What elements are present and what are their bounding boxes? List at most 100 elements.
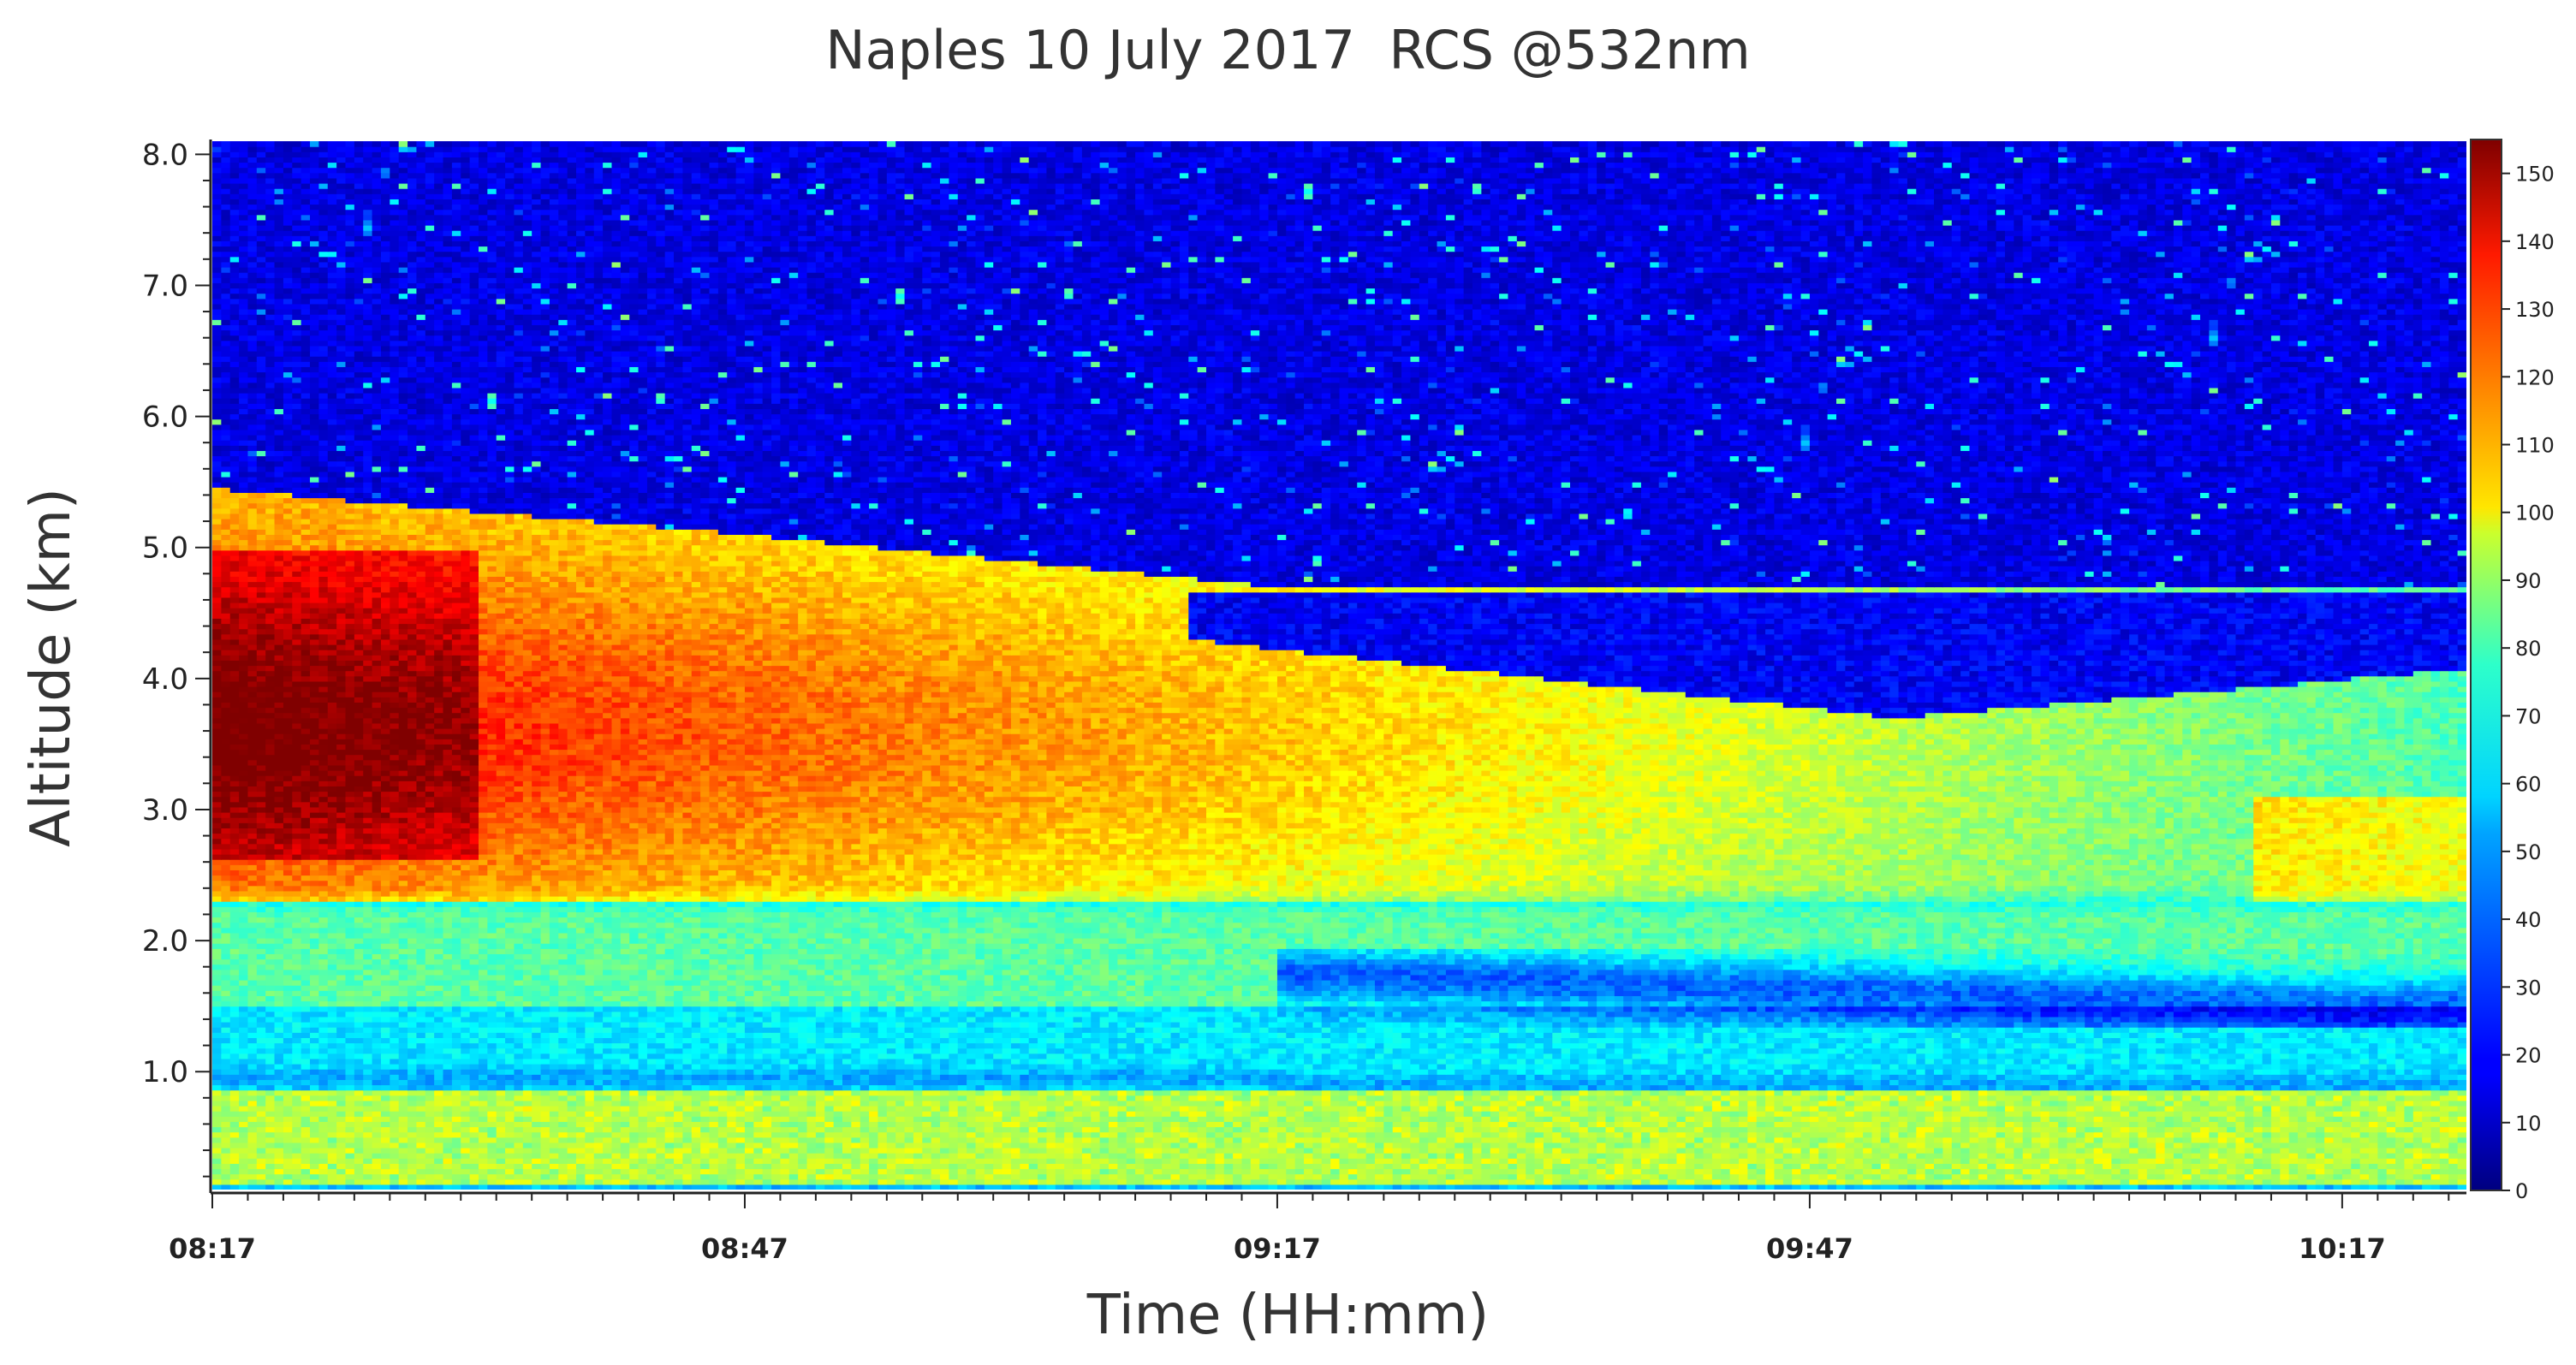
heatmap-cell	[1508, 1095, 1518, 1101]
heatmap-cell	[1428, 1163, 1438, 1170]
heatmap-cell	[1268, 1142, 1278, 1148]
heatmap-cell	[1694, 1121, 1704, 1128]
heatmap-cell	[2217, 1116, 2228, 1122]
heatmap-cell	[1800, 1178, 1811, 1185]
heatmap-cell	[540, 1131, 550, 1138]
heatmap-cell	[522, 1142, 532, 1148]
heatmap-cell	[1845, 1126, 1855, 1133]
heatmap-cell	[1419, 1168, 1429, 1175]
heatmap-cell	[1091, 1137, 1101, 1143]
heatmap-cell	[451, 1089, 461, 1096]
heatmap-cell	[895, 1148, 906, 1154]
heatmap-cell	[239, 1084, 249, 1091]
heatmap-cell	[762, 1089, 772, 1096]
heatmap-cell	[2022, 1142, 2032, 1148]
heatmap-cell	[2164, 1106, 2174, 1112]
heatmap-cell	[2253, 1173, 2264, 1180]
heatmap-cell	[2430, 1184, 2441, 1190]
heatmap-cell	[576, 1184, 586, 1190]
heatmap-cell	[1401, 1158, 1412, 1164]
heatmap-cell	[567, 1168, 577, 1175]
heatmap-cell	[1028, 1106, 1038, 1112]
heatmap-cell	[1445, 1173, 1455, 1180]
heatmap-cell	[345, 1111, 355, 1117]
heatmap-cell	[1374, 1168, 1384, 1175]
heatmap-cell	[2306, 1095, 2317, 1101]
heatmap-cell	[744, 1089, 754, 1096]
heatmap-cell	[212, 1137, 222, 1143]
heatmap-cell	[1020, 1126, 1030, 1133]
heatmap-cell	[620, 1106, 630, 1112]
heatmap-cell	[1552, 1137, 1562, 1143]
heatmap-cell	[727, 1121, 737, 1128]
heatmap-cell	[1028, 1084, 1038, 1091]
heatmap-cell	[1978, 1168, 1988, 1175]
heatmap-cell	[2280, 1111, 2290, 1117]
heatmap-cell	[2377, 1184, 2388, 1190]
heatmap-cell	[1863, 1142, 1873, 1148]
heatmap-cell	[265, 1111, 276, 1117]
heatmap-cell	[2156, 1131, 2166, 1138]
heatmap-cell	[567, 1137, 577, 1143]
heatmap-cell	[1792, 1121, 1802, 1128]
heatmap-cell	[416, 1131, 426, 1138]
heatmap-cell	[788, 1084, 799, 1091]
heatmap-cell	[345, 1178, 355, 1185]
heatmap-cell	[1632, 1173, 1642, 1180]
heatmap-cell	[886, 1126, 896, 1133]
heatmap-cell	[1028, 1089, 1038, 1096]
heatmap-cell	[1996, 1142, 2006, 1148]
heatmap-cell	[1711, 1121, 1722, 1128]
heatmap-cell	[1792, 1142, 1802, 1148]
heatmap-cell	[620, 1126, 630, 1133]
heatmap-cell	[629, 1168, 640, 1175]
heatmap-cell	[496, 1111, 506, 1117]
heatmap-cell	[2032, 1137, 2042, 1143]
heatmap-cell	[1534, 1173, 1544, 1180]
heatmap-cell	[984, 1184, 994, 1190]
heatmap-cell	[1179, 1137, 1189, 1143]
heatmap-cell	[2377, 1142, 2388, 1148]
heatmap-cell	[256, 1121, 266, 1128]
heatmap-cell	[993, 1163, 1003, 1170]
heatmap-cell	[709, 1111, 719, 1117]
heatmap-cell	[1108, 1184, 1118, 1190]
heatmap-cell	[1516, 1106, 1526, 1112]
heatmap-cell	[878, 1137, 888, 1143]
heatmap-cell	[1002, 1173, 1012, 1180]
heatmap-cell	[1233, 1184, 1243, 1190]
heatmap-cell	[762, 1178, 772, 1185]
heatmap-cell	[496, 1142, 506, 1148]
heatmap-cell	[1614, 1178, 1624, 1185]
heatmap-cell	[2217, 1168, 2228, 1175]
heatmap-cell	[540, 1142, 550, 1148]
heatmap-cell	[1410, 1095, 1420, 1101]
heatmap-cell	[2253, 1148, 2264, 1154]
heatmap-cell	[1179, 1095, 1189, 1101]
heatmap-cell	[1144, 1106, 1154, 1112]
heatmap-cell	[842, 1126, 852, 1133]
heatmap-cell	[735, 1126, 746, 1133]
heatmap-cell	[522, 1116, 532, 1122]
heatmap-cell	[2386, 1173, 2396, 1180]
heatmap-cell	[842, 1137, 852, 1143]
heatmap-cell	[691, 1131, 701, 1138]
heatmap-cell	[372, 1158, 382, 1164]
heatmap-cell	[1747, 1153, 1758, 1159]
heatmap-cell	[664, 1111, 675, 1117]
heatmap-cell	[1020, 1178, 1030, 1185]
heatmap-cell	[2288, 1178, 2299, 1185]
heatmap-cell	[940, 1173, 949, 1180]
heatmap-cell	[1987, 1121, 1997, 1128]
heatmap-cell	[1836, 1095, 1846, 1101]
heatmap-cell	[1064, 1095, 1074, 1101]
heatmap-cell	[2129, 1137, 2139, 1143]
heatmap-cell	[1286, 1153, 1296, 1159]
heatmap-cell	[1064, 1148, 1074, 1154]
heatmap-cell	[664, 1116, 675, 1122]
heatmap-cell	[717, 1116, 728, 1122]
heatmap-cell	[1809, 1137, 1819, 1143]
heatmap-cell	[274, 1126, 284, 1133]
heatmap-cell	[798, 1100, 808, 1107]
heatmap-cell	[1020, 1116, 1030, 1122]
